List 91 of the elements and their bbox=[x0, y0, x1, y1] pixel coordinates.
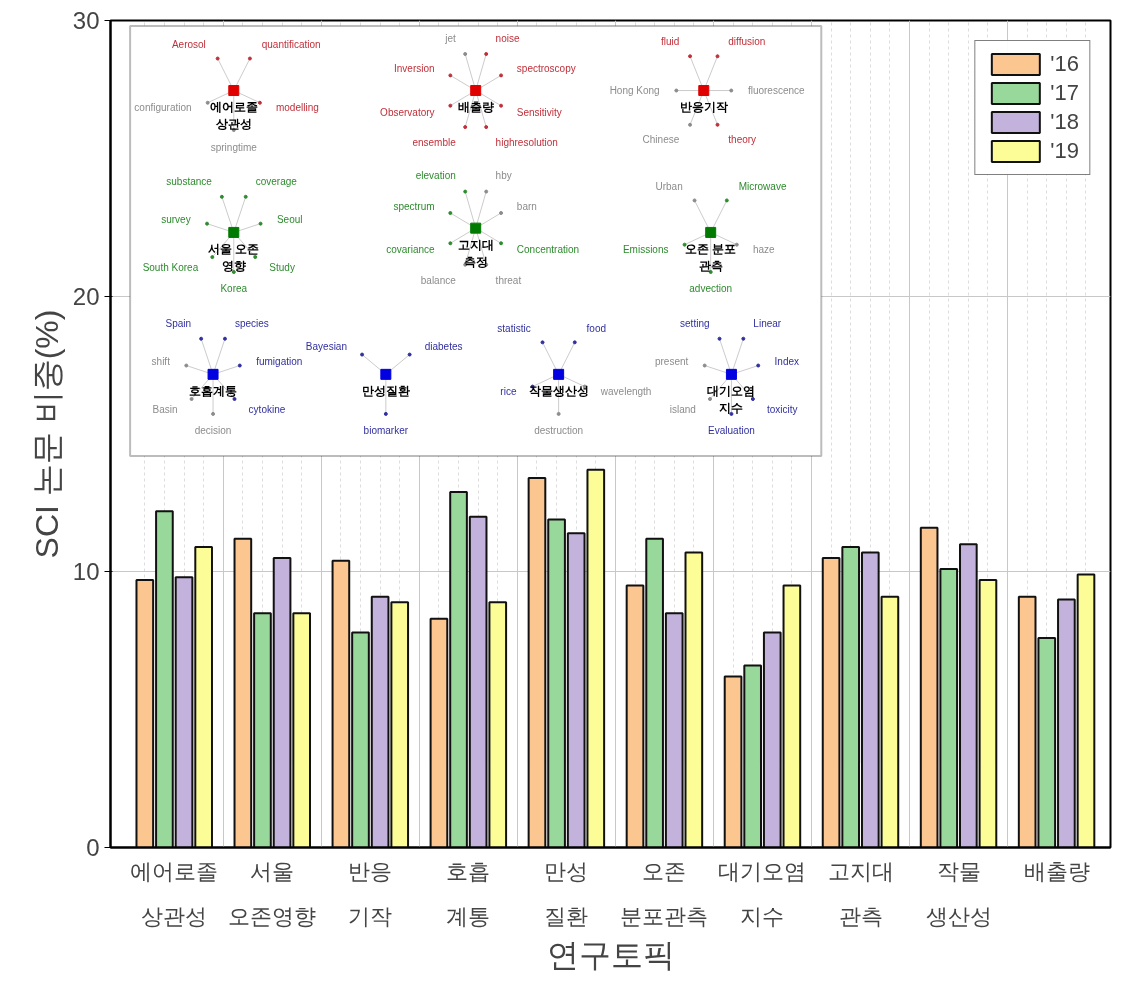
annotation: coverage bbox=[255, 176, 298, 188]
annotation: diabetes bbox=[424, 340, 463, 352]
annotation: present bbox=[654, 356, 689, 368]
y-tick-label: 20 bbox=[72, 282, 100, 310]
annotation: food bbox=[586, 323, 607, 335]
annotation: wavelength bbox=[599, 386, 652, 398]
annotation: decision bbox=[194, 425, 232, 437]
annotation: ensemble bbox=[412, 137, 457, 149]
x-tick-label: 에어로졸 상관성 bbox=[130, 858, 219, 929]
annotation: Index bbox=[774, 356, 800, 368]
annotation: covariance bbox=[386, 244, 435, 256]
text: 만성질환 bbox=[361, 383, 410, 398]
annotation: Microwave bbox=[738, 181, 787, 193]
legend-label: '16 bbox=[1050, 51, 1079, 77]
annotation: species bbox=[234, 317, 269, 329]
text: 호흡계통 bbox=[189, 383, 238, 398]
annotation: Inversion bbox=[393, 63, 435, 75]
annotation: theory bbox=[728, 133, 757, 145]
annotation: fumigation bbox=[256, 356, 303, 368]
annotation: Bayesian bbox=[305, 340, 347, 352]
y-tick-label: 10 bbox=[72, 558, 100, 586]
annotation: Concentration bbox=[516, 244, 580, 256]
x-tick-label: 작물 생산성 bbox=[925, 858, 992, 929]
annotation: highresolution bbox=[495, 137, 558, 149]
annotation: Linear bbox=[753, 317, 782, 329]
x-tick-label: 배출량 bbox=[1023, 858, 1090, 884]
annotation: South Korea bbox=[142, 262, 199, 274]
annotation: Aerosol bbox=[171, 39, 206, 51]
legend-label: '19 bbox=[1050, 138, 1079, 164]
annotation: Evaluation bbox=[708, 425, 755, 437]
x-tick-label: 오존 분포관측 bbox=[620, 858, 709, 929]
annotation: biomarker bbox=[363, 425, 409, 437]
annotation: modelling bbox=[275, 102, 319, 114]
annotation: barn bbox=[516, 201, 537, 213]
annotation: Sensitivity bbox=[516, 106, 562, 118]
text: 대기오염 지수 bbox=[707, 383, 756, 415]
text: 작물생산성 bbox=[528, 383, 589, 398]
text: 배출량 bbox=[457, 100, 494, 115]
annotation: advection bbox=[689, 283, 733, 295]
annotation: noise bbox=[495, 32, 520, 44]
annotation: survey bbox=[161, 214, 191, 226]
y-axis-title: SCI 논문 비중(%) bbox=[28, 309, 65, 559]
annotation: destruction bbox=[534, 425, 584, 437]
x-tick-label: 서울 오존영향 bbox=[228, 858, 317, 929]
annotation: fluid bbox=[660, 36, 680, 48]
annotation: Hong Kong bbox=[609, 85, 660, 97]
text: 오존 분포 관측 bbox=[685, 242, 737, 273]
annotation: configuration bbox=[134, 102, 192, 114]
annotation: threat bbox=[495, 274, 522, 286]
annotation: balance bbox=[420, 274, 457, 286]
x-tick-label: 대기오염 지수 bbox=[718, 858, 807, 929]
text: 반응기작 bbox=[679, 100, 728, 115]
annotation: jet bbox=[444, 32, 457, 44]
annotation: Spain bbox=[165, 317, 192, 329]
text: 에어로졸 상관성 bbox=[209, 100, 258, 131]
annotation: hby bbox=[495, 170, 512, 182]
annotation: Urban bbox=[655, 181, 683, 193]
annotation: springtime bbox=[210, 141, 258, 153]
annotation: haze bbox=[752, 244, 776, 256]
annotation: Study bbox=[269, 262, 295, 274]
annotation: elevation bbox=[415, 170, 456, 182]
x-axis-title: 연구토픽 bbox=[546, 936, 675, 973]
y-tick-label: 30 bbox=[72, 7, 100, 34]
text: 서울 오존 영향 bbox=[208, 242, 260, 273]
annotation: quantification bbox=[261, 39, 321, 51]
annotation: Emissions bbox=[622, 244, 669, 256]
x-tick-label: 호흡 계통 bbox=[446, 858, 491, 929]
annotation: toxicity bbox=[766, 404, 798, 416]
legend-label: '18 bbox=[1050, 109, 1079, 135]
x-tick-label: 만성 질환 bbox=[544, 858, 589, 929]
annotation: rice bbox=[500, 386, 517, 398]
annotation: Seoul bbox=[276, 214, 303, 226]
x-tick-label: 반응 기작 bbox=[348, 858, 393, 929]
legend-label: '17 bbox=[1050, 80, 1079, 106]
x-tick-label: 고지대 관측 bbox=[827, 858, 894, 929]
annotation: fluorescence bbox=[747, 85, 806, 97]
annotation: setting bbox=[680, 317, 710, 329]
annotation: Observatory bbox=[380, 106, 435, 118]
y-tick-label: 0 bbox=[86, 834, 100, 861]
annotation: Chinese bbox=[642, 133, 680, 145]
annotation: spectroscopy bbox=[516, 63, 576, 75]
annotation: shift bbox=[151, 356, 171, 368]
annotation: cytokine bbox=[248, 404, 286, 416]
annotation: statistic bbox=[497, 323, 531, 335]
annotation: Korea bbox=[220, 283, 248, 295]
annotation: diffusion bbox=[728, 36, 766, 48]
annotation: island bbox=[669, 404, 696, 416]
annotation: Basin bbox=[152, 404, 178, 416]
text: 고지대 측정 bbox=[457, 237, 494, 269]
annotation: spectrum bbox=[393, 201, 435, 213]
annotation: substance bbox=[166, 176, 213, 188]
